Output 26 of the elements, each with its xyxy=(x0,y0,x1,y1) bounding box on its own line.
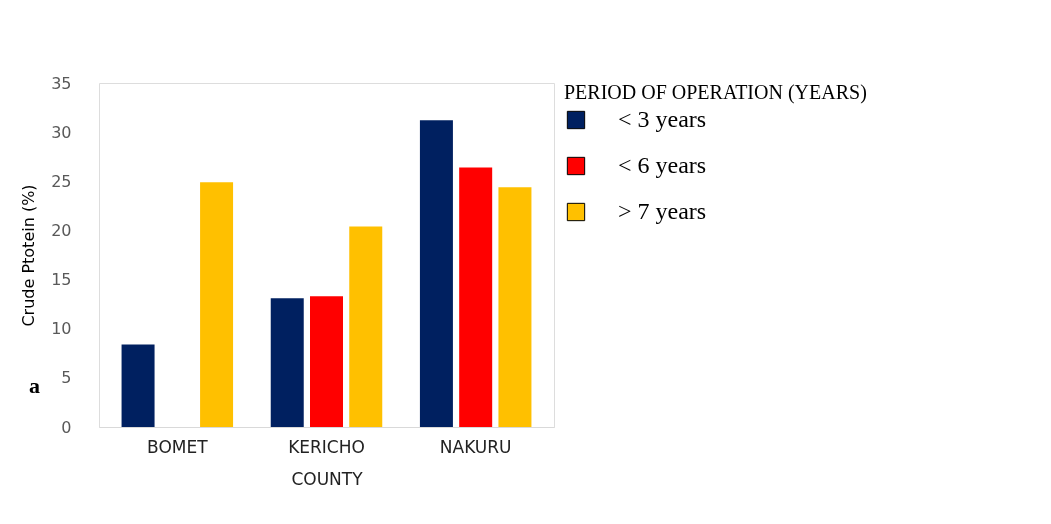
y-tick-label: 0 xyxy=(61,417,72,437)
text: a xyxy=(29,373,40,398)
bar xyxy=(419,120,453,427)
bar xyxy=(349,226,383,427)
bar xyxy=(459,167,493,427)
x-tick-label: KERICHO xyxy=(288,436,365,457)
bar xyxy=(270,298,304,427)
x-tick-label: NAKURU xyxy=(439,436,512,457)
bar xyxy=(200,182,234,427)
y-tick-label: 25 xyxy=(51,171,72,191)
legend-label: < 6 years xyxy=(618,152,707,178)
y-tick-label: 10 xyxy=(51,319,72,339)
bar xyxy=(498,187,532,427)
bar xyxy=(310,296,343,427)
y-tick-label: 35 xyxy=(51,73,72,93)
legend-label: > 7 years xyxy=(618,198,707,224)
x-axis-title: COUNTY xyxy=(291,468,364,489)
y-tick-label: 20 xyxy=(51,220,72,240)
legend-title: PERIOD OF OPERATION (YEARS) xyxy=(564,81,867,104)
x-tick-label: BOMET xyxy=(147,436,209,457)
legend-label: < 3 years xyxy=(618,106,707,132)
y-tick-label: 30 xyxy=(51,122,72,142)
y-axis-title: Crude Ptotein (%) xyxy=(19,184,39,327)
bar xyxy=(121,344,155,427)
y-tick-label: 15 xyxy=(51,270,72,290)
y-tick-label: 5 xyxy=(61,368,72,388)
